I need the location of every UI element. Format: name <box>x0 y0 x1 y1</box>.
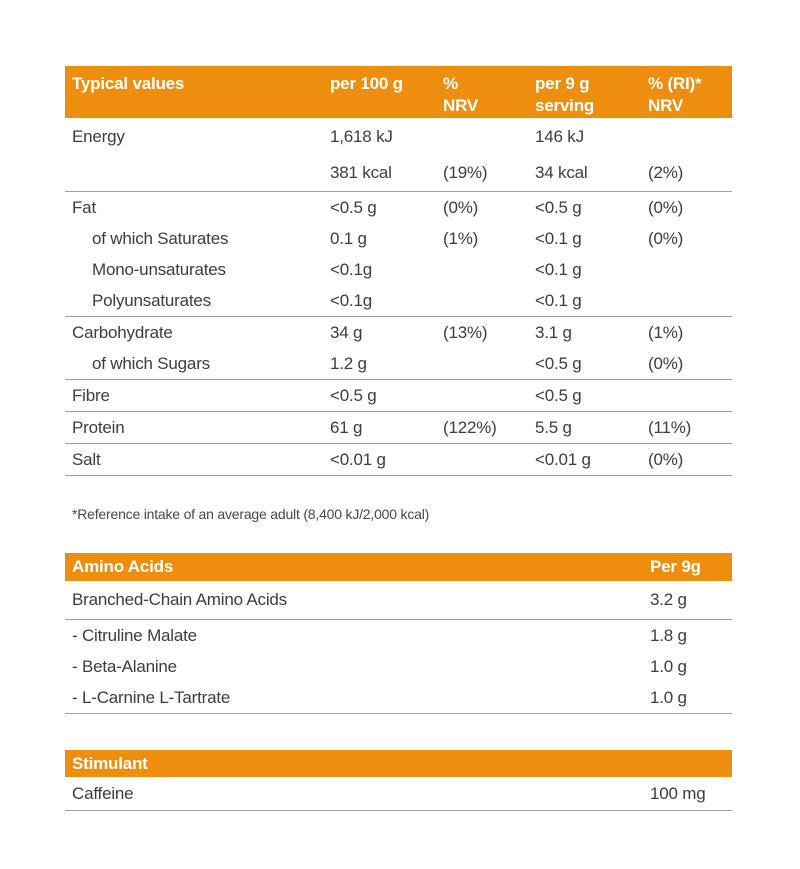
value-per-9g: <0.5 g <box>535 385 582 405</box>
nutrient-name: Carbohydrate <box>72 322 173 342</box>
header-per-9g-line1: per 9 g <box>535 74 590 93</box>
value-per-9g: 146 kJ <box>535 126 584 146</box>
nutrient-name: Protein <box>72 417 125 437</box>
stimulant-table: Stimulant Caffeine 100 mg <box>65 750 732 811</box>
table-row-fibre: Fibre <0.5 g <0.5 g <box>65 379 732 411</box>
value-percent-nrv: (19%) <box>443 163 488 182</box>
value-per-100g: 34 g <box>330 322 363 342</box>
nutrient-name: Polyunsaturates <box>92 290 211 310</box>
value-per-100g: 1,618 kJ <box>330 126 393 146</box>
table-row-protein: Protein 61 g (122%) 5.5 g (11%) <box>65 411 732 443</box>
value-percent-ri-nrv: (1%) <box>648 322 684 342</box>
value-percent-nrv: (122%) <box>443 417 497 437</box>
header-percent-ri-nrv: % (RI)* NRV <box>648 73 732 118</box>
value-percent-ri-nrv: (0%) <box>648 353 684 373</box>
header-percent-nrv-line2: NRV <box>443 96 478 115</box>
table-row-bcaa: Branched-Chain Amino Acids 3.2 g <box>65 581 732 620</box>
table-bottom-rule <box>65 810 732 811</box>
table-row-salt: Salt <0.01 g <0.01 g (0%) <box>65 443 732 475</box>
table-row-carbohydrate: Carbohydrate 34 g (13%) 3.1 g (1%) <box>65 316 732 348</box>
table-row-energy-kj: Energy 1,618 kJ 146 kJ <box>65 118 732 155</box>
amino-acid-amount: 1.0 g <box>650 687 687 707</box>
value-percent-nrv: (0%) <box>443 197 479 217</box>
value-percent-ri-nrv: (2%) <box>648 163 684 182</box>
nutrient-name: Salt <box>72 449 101 469</box>
label-sheet: Typical values per 100 g % NRV per 9 g s… <box>65 0 732 811</box>
value-percent-ri-nrv: (0%) <box>648 449 684 469</box>
amino-acid-name: - Citruline Malate <box>72 625 197 645</box>
value-percent-nrv: (13%) <box>443 322 488 342</box>
value-per-9g: <0.1 g <box>535 290 582 310</box>
nutrient-name: of which Saturates <box>92 228 229 248</box>
nutrient-name: Fibre <box>72 385 110 405</box>
header-per-9g-serving: per 9 g serving <box>535 73 648 118</box>
value-per-9g: 3.1 g <box>535 322 572 342</box>
value-per-100g: <0.01 g <box>330 449 386 469</box>
amino-acid-name: - L-Carnine L-Tartrate <box>72 687 231 707</box>
typical-values-table: Typical values per 100 g % NRV per 9 g s… <box>65 66 732 476</box>
table-bottom-rule <box>65 713 732 714</box>
value-per-100g: 381 kcal <box>330 163 392 182</box>
value-per-9g: <0.1 g <box>535 259 582 279</box>
value-per-100g: <0.1g <box>330 290 373 310</box>
value-percent-ri-nrv: (0%) <box>648 228 684 248</box>
header-per-9g-line2: serving <box>535 96 595 115</box>
value-percent-ri-nrv: (0%) <box>648 197 684 217</box>
reference-intake-footnote: *Reference intake of an average adult (8… <box>72 506 430 522</box>
stimulant-amount: 100 mg <box>650 783 706 803</box>
value-per-9g: <0.01 g <box>535 449 591 469</box>
amino-acid-amount: 1.0 g <box>650 656 687 676</box>
value-per-100g: 61 g <box>330 417 363 437</box>
typical-values-header-row: Typical values per 100 g % NRV per 9 g s… <box>65 66 732 118</box>
nutrient-name: Fat <box>72 197 96 217</box>
nutrient-name: of which Sugars <box>92 353 210 373</box>
nutrient-name: Mono-unsaturates <box>92 259 226 279</box>
table-row-energy-kcal: 381 kcal (19%) 34 kcal (2%) <box>65 155 732 191</box>
table-row-citruline-malate: - Citruline Malate 1.8 g <box>65 620 732 651</box>
value-per-9g: <0.1 g <box>535 228 582 248</box>
nutrient-name: Energy <box>72 126 125 146</box>
header-per-9g-amino: Per 9g <box>650 557 701 576</box>
value-per-100g: <0.1g <box>330 259 373 279</box>
header-percent-ri-line1: % (RI)* <box>648 74 702 93</box>
amino-acid-name: - Beta-Alanine <box>72 656 177 676</box>
table-row-caffeine: Caffeine 100 mg <box>65 777 732 810</box>
amino-acid-amount: 3.2 g <box>650 590 687 609</box>
amino-acid-name: Branched-Chain Amino Acids <box>72 590 287 609</box>
value-per-100g: 0.1 g <box>330 228 367 248</box>
stimulant-name: Caffeine <box>72 783 134 803</box>
stimulant-title: Stimulant <box>72 753 148 773</box>
value-per-9g: 34 kcal <box>535 163 588 182</box>
header-percent-ri-line2: NRV <box>648 96 683 115</box>
table-row-fat: Fat <0.5 g (0%) <0.5 g (0%) <box>65 191 732 223</box>
amino-acids-table: Amino Acids Per 9g Branched-Chain Amino … <box>65 553 732 714</box>
header-percent-nrv-line1: % <box>443 74 458 93</box>
value-per-9g: 5.5 g <box>535 417 572 437</box>
table-row-l-carnine-l-tartrate: - L-Carnine L-Tartrate 1.0 g <box>65 682 732 713</box>
value-per-100g: <0.5 g <box>330 385 377 405</box>
table-row-polyunsaturates: Polyunsaturates <0.1g <0.1 g <box>65 285 732 316</box>
value-per-100g: 1.2 g <box>330 353 367 373</box>
table-row-mono-unsaturates: Mono-unsaturates <0.1g <0.1 g <box>65 254 732 285</box>
value-percent-ri-nrv: (11%) <box>648 417 692 437</box>
amino-acid-amount: 1.8 g <box>650 625 687 645</box>
header-percent-nrv: % NRV <box>443 73 535 118</box>
table-row-beta-alanine: - Beta-Alanine 1.0 g <box>65 651 732 682</box>
table-row-saturates: of which Saturates 0.1 g (1%) <0.1 g (0%… <box>65 223 732 254</box>
value-percent-nrv: (1%) <box>443 228 479 248</box>
header-per-100g: per 100 g <box>330 74 403 93</box>
table-row-sugars: of which Sugars 1.2 g <0.5 g (0%) <box>65 348 732 379</box>
header-typical-values: Typical values <box>72 74 185 93</box>
amino-acids-title: Amino Acids <box>72 557 174 576</box>
value-per-9g: <0.5 g <box>535 197 582 217</box>
table-bottom-rule <box>65 475 732 476</box>
value-per-9g: <0.5 g <box>535 353 582 373</box>
amino-acids-header-row: Amino Acids Per 9g <box>65 553 732 581</box>
value-per-100g: <0.5 g <box>330 197 377 217</box>
stimulant-header-row: Stimulant <box>65 750 732 777</box>
